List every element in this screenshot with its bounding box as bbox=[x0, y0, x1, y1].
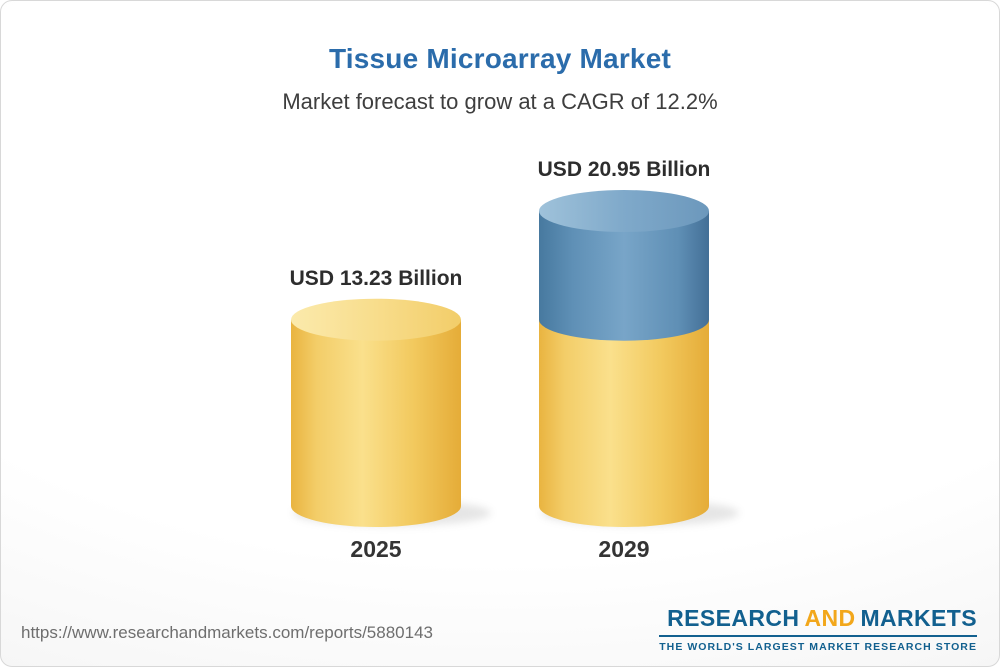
x-axis-label-2029: 2029 bbox=[598, 536, 650, 562]
chart-title: Tissue Microarray Market bbox=[328, 43, 671, 74]
research-and-markets-logo: RESEARCH AND MARKETS THE WORLD'S LARGEST M… bbox=[659, 605, 977, 653]
chart-subtitle: Market forecast to grow at a CAGR of 12.… bbox=[282, 89, 718, 114]
logo-tagline: THE WORLD'S LARGEST MARKET RESEARCH STOR… bbox=[659, 635, 977, 653]
logo-word-and: AND bbox=[804, 605, 856, 631]
x-axis-label-2025: 2025 bbox=[350, 536, 402, 562]
bar-value-label-2025: USD 13.23 Billion bbox=[289, 266, 463, 290]
logo-word-research: RESEARCH bbox=[667, 605, 800, 631]
logo-word-markets: MARKETS bbox=[860, 605, 977, 631]
bar-value-label-2029: USD 20.95 Billion bbox=[537, 158, 711, 181]
logo-wordmark: RESEARCH AND MARKETS bbox=[659, 605, 977, 632]
report-url-link[interactable]: https://www.researchandmarkets.com/repor… bbox=[21, 623, 433, 642]
